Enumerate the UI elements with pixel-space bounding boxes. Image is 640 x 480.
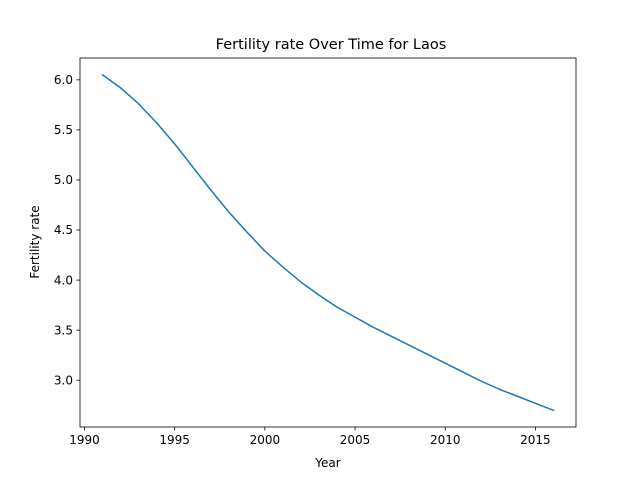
y-tick-label: 6.0 <box>54 73 73 87</box>
x-tick-label: 2005 <box>340 433 371 447</box>
x-tick-label: 2010 <box>430 433 461 447</box>
y-tick-label: 5.0 <box>54 173 73 187</box>
y-tick-label: 4.0 <box>54 273 73 287</box>
x-tick-label: 1995 <box>159 433 190 447</box>
y-tick-label: 3.0 <box>54 373 73 387</box>
x-axis-label: Year <box>314 456 340 470</box>
x-tick-label: 2000 <box>250 433 281 447</box>
plot-area: 1990 1995 2000 2005 2010 2015 3.0 3.5 4.0 4.5 5.0 5… <box>54 57 577 447</box>
y-tick-label: 4.5 <box>54 223 73 237</box>
chart-title: Fertility rate Over Time for Laos <box>216 37 447 53</box>
y-tick-label: 3.5 <box>54 323 73 337</box>
x-tick-label: 1990 <box>69 433 100 447</box>
series-line <box>101 73 555 412</box>
axes-frame <box>79 57 577 428</box>
x-tick-label: 2015 <box>520 433 551 447</box>
y-tick-label: 5.5 <box>54 123 73 137</box>
y-axis-label: Fertility rate <box>28 205 42 278</box>
